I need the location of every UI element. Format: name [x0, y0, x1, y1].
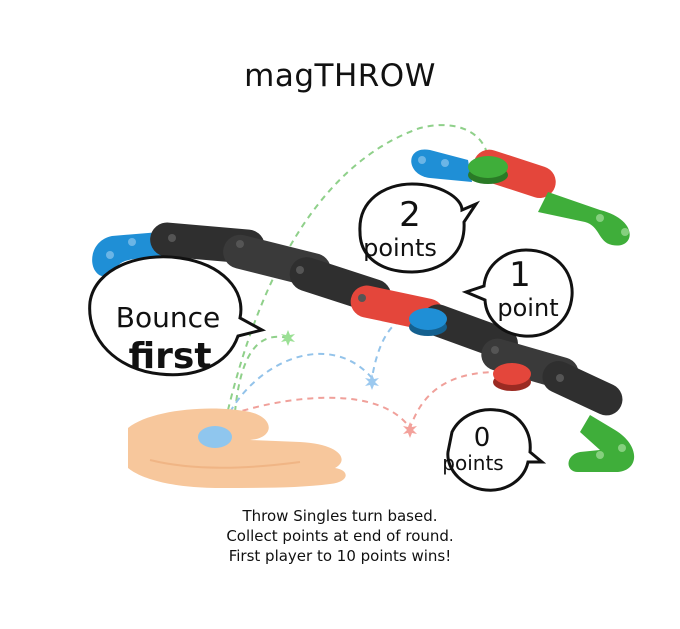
rule-line-1: Throw Singles turn based.: [242, 507, 438, 525]
callout-two-unit: points: [363, 234, 437, 262]
main-track-green-end: [568, 415, 635, 472]
callout-two-number: 2: [399, 195, 421, 235]
rules-text: Throw Singles turn based. Collect points…: [0, 506, 680, 566]
callout-one-point: 1 point: [461, 248, 574, 338]
blue-disc-in-hand: [198, 426, 232, 448]
callout-bounce: Bounce first: [88, 255, 267, 377]
callout-zero-points: 0 points: [442, 408, 547, 492]
trajectory-green-bounce: [234, 335, 289, 413]
upper-track-green-end: [538, 192, 630, 246]
main-track-blue-end: [92, 232, 165, 277]
callout-bounce-line2: first: [128, 336, 211, 377]
impact-star-red: [403, 422, 417, 438]
page-title: magTHROW: [244, 58, 436, 94]
upper-track: [411, 149, 630, 246]
green-puck: [468, 156, 508, 184]
impact-star-blue: [365, 374, 379, 390]
callout-two-points: 2 points: [358, 182, 481, 274]
rule-line-2: Collect points at end of round.: [226, 527, 454, 545]
blue-puck: [409, 308, 447, 336]
impact-star-green: [281, 330, 295, 346]
callout-zero-unit: points: [442, 451, 503, 475]
upper-track-blue-end: [411, 149, 472, 182]
callout-one-number: 1: [509, 255, 531, 295]
callout-one-unit: point: [497, 294, 558, 322]
trajectory-red: [231, 370, 506, 431]
throwing-hand: [128, 408, 346, 488]
rule-line-3: First player to 10 points wins!: [228, 547, 452, 565]
callout-bounce-line1: Bounce: [116, 301, 220, 334]
red-puck: [493, 363, 531, 391]
callout-zero-number: 0: [474, 423, 491, 453]
